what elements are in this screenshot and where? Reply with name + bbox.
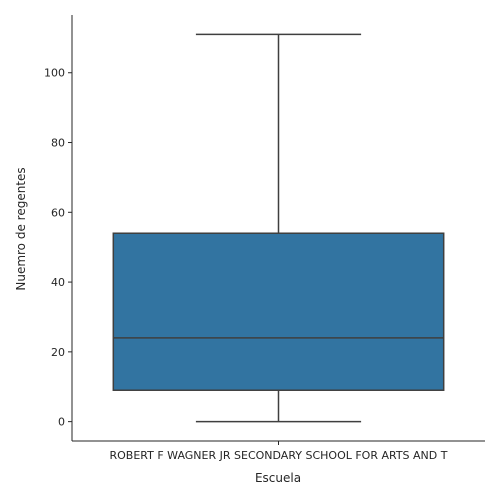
- x-tick-label: ROBERT F WAGNER JR SECONDARY SCHOOL FOR …: [110, 449, 448, 462]
- y-tick-label: 100: [44, 67, 65, 80]
- y-axis-label: Nuemro de regentes: [14, 167, 28, 290]
- axes: 0 20 40 60 80 100 ROBERT F WAGNER JR SECONDARY…: [44, 15, 485, 462]
- box-iqr: [112, 232, 445, 391]
- y-tick-label: 80: [51, 137, 65, 150]
- plot-area: [112, 33, 445, 423]
- y-tick-label: 20: [51, 346, 65, 359]
- box-group: [112, 33, 445, 423]
- y-tick-label: 0: [58, 416, 65, 429]
- x-axis-label: Escuela: [255, 471, 301, 485]
- y-tick-label: 60: [51, 206, 65, 219]
- y-tick-label: 40: [51, 276, 65, 289]
